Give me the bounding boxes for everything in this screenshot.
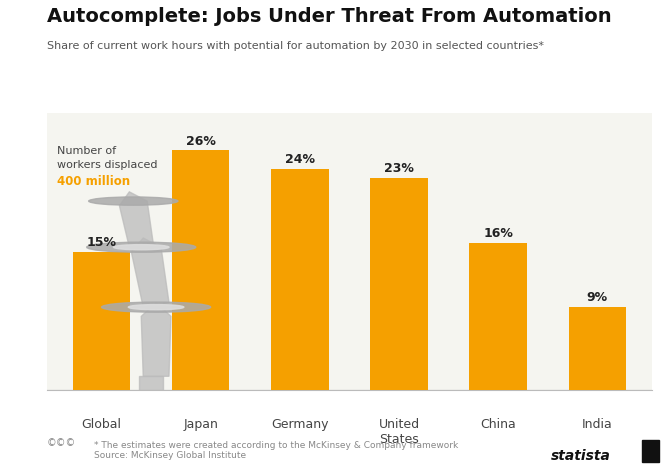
Text: 26%: 26% bbox=[185, 134, 216, 148]
Text: Share of current work hours with potential for automation by 2030 in selected co: Share of current work hours with potenti… bbox=[47, 40, 544, 50]
Text: 23%: 23% bbox=[384, 162, 414, 175]
Bar bbox=[172, 151, 229, 390]
Bar bbox=[73, 252, 130, 390]
Bar bbox=[271, 169, 329, 390]
Bar bbox=[569, 307, 626, 390]
Polygon shape bbox=[131, 238, 169, 307]
Circle shape bbox=[114, 245, 169, 250]
Text: Number of: Number of bbox=[57, 146, 116, 156]
Circle shape bbox=[128, 305, 184, 310]
Text: 400 million: 400 million bbox=[57, 175, 130, 188]
Circle shape bbox=[87, 243, 196, 253]
Text: ©©©: ©©© bbox=[47, 437, 77, 447]
Text: Autocomplete: Jobs Under Threat From Automation: Autocomplete: Jobs Under Threat From Aut… bbox=[47, 7, 612, 26]
Text: workers displaced: workers displaced bbox=[57, 159, 157, 169]
Text: * The estimates were created according to the McKinsey & Company framework
Sourc: * The estimates were created according t… bbox=[94, 440, 458, 459]
Text: statista: statista bbox=[551, 448, 611, 462]
Polygon shape bbox=[120, 192, 153, 248]
Polygon shape bbox=[141, 303, 171, 377]
Text: 16%: 16% bbox=[483, 227, 513, 239]
Bar bbox=[370, 178, 428, 390]
Circle shape bbox=[89, 198, 178, 206]
Text: 9%: 9% bbox=[587, 291, 608, 304]
Text: 15%: 15% bbox=[87, 236, 116, 248]
Circle shape bbox=[101, 302, 210, 313]
Polygon shape bbox=[139, 377, 163, 390]
Text: 24%: 24% bbox=[285, 153, 315, 166]
Bar bbox=[470, 243, 527, 390]
